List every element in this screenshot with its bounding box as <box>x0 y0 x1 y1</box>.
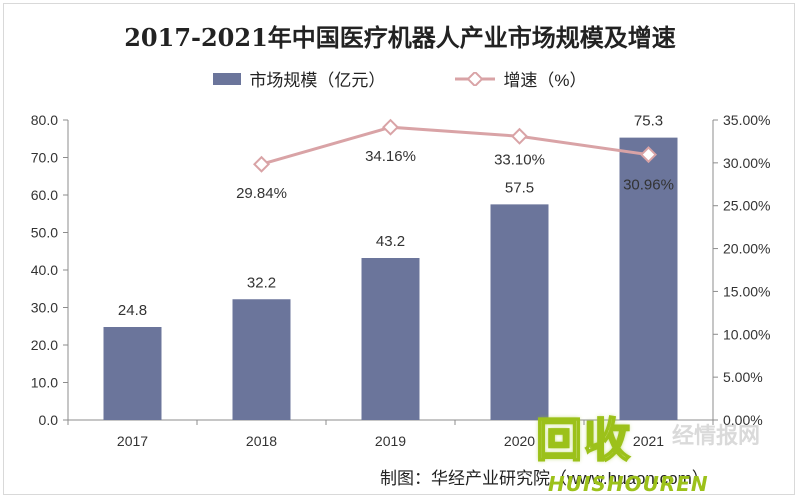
left-tick-label: 80.0 <box>31 112 58 128</box>
growth-data-label: 33.10% <box>494 151 545 168</box>
left-tick-label: 40.0 <box>31 262 58 278</box>
left-tick-label: 50.0 <box>31 225 58 241</box>
right-tick-label: 20.00% <box>723 241 770 257</box>
x-tick-label: 2018 <box>246 433 277 449</box>
watermark-side-text: 经情报网 <box>672 424 761 449</box>
right-tick-label: 25.00% <box>723 198 770 214</box>
bar <box>361 258 420 420</box>
bar-data-label: 24.8 <box>118 302 147 319</box>
growth-marker <box>640 146 657 164</box>
legend-label-growth: 增速（%） <box>503 71 587 90</box>
legend-item-growth: 增速（%） <box>455 66 587 91</box>
left-tick-label: 60.0 <box>31 187 58 203</box>
bar <box>232 299 291 420</box>
chart-frame <box>3 3 795 495</box>
bar-data-label: 43.2 <box>376 233 405 250</box>
source-note: 制图：华经产业研究院（www.huaon.com） <box>380 469 709 488</box>
growth-data-label: 29.84% <box>236 185 287 202</box>
watermark-sub-text: HUISHOUREN <box>548 472 709 496</box>
left-tick-label: 30.0 <box>31 300 58 316</box>
bar <box>619 137 678 420</box>
right-tick-label: 15.00% <box>723 283 770 299</box>
left-tick-label: 0.0 <box>39 412 59 428</box>
bar <box>103 327 162 420</box>
growth-data-label: 30.96% <box>623 177 674 194</box>
x-tick-label: 2017 <box>117 433 148 449</box>
legend-bar-swatch <box>213 72 242 85</box>
bar <box>490 204 549 420</box>
right-tick-label: 35.00% <box>723 112 770 128</box>
right-tick-label: 10.00% <box>723 326 770 342</box>
growth-line <box>261 125 649 166</box>
left-tick-label: 10.0 <box>31 375 58 391</box>
legend-label-market-size: 市场规模（亿元） <box>249 71 386 90</box>
chart-title: 2017-2021年中国医疗机器人产业市场规模及增速 <box>124 23 676 52</box>
right-tick-label: 30.00% <box>723 155 770 171</box>
growth-marker <box>253 155 270 173</box>
x-tick-label: 2019 <box>375 433 406 449</box>
x-tick-label: 2021 <box>633 433 664 449</box>
x-tick-label: 2020 <box>504 433 535 449</box>
left-tick-label: 70.0 <box>31 150 58 166</box>
watermark-logo-text: 回收 <box>535 412 632 468</box>
right-tick-label: 0.00% <box>723 412 763 428</box>
legend-line-swatch <box>455 71 496 86</box>
right-tick-label: 5.00% <box>723 369 763 385</box>
growth-marker <box>382 118 399 136</box>
bar-data-label: 32.2 <box>247 274 276 291</box>
bar-data-label: 75.3 <box>634 113 663 130</box>
left-tick-label: 20.0 <box>31 337 58 353</box>
growth-marker <box>511 127 528 145</box>
growth-data-label: 34.16% <box>365 148 416 165</box>
legend-item-market-size: 市场规模（亿元） <box>213 66 385 91</box>
bar-data-label: 57.5 <box>505 179 534 196</box>
chart-legend: 市场规模（亿元） 增速（%） <box>0 66 800 91</box>
